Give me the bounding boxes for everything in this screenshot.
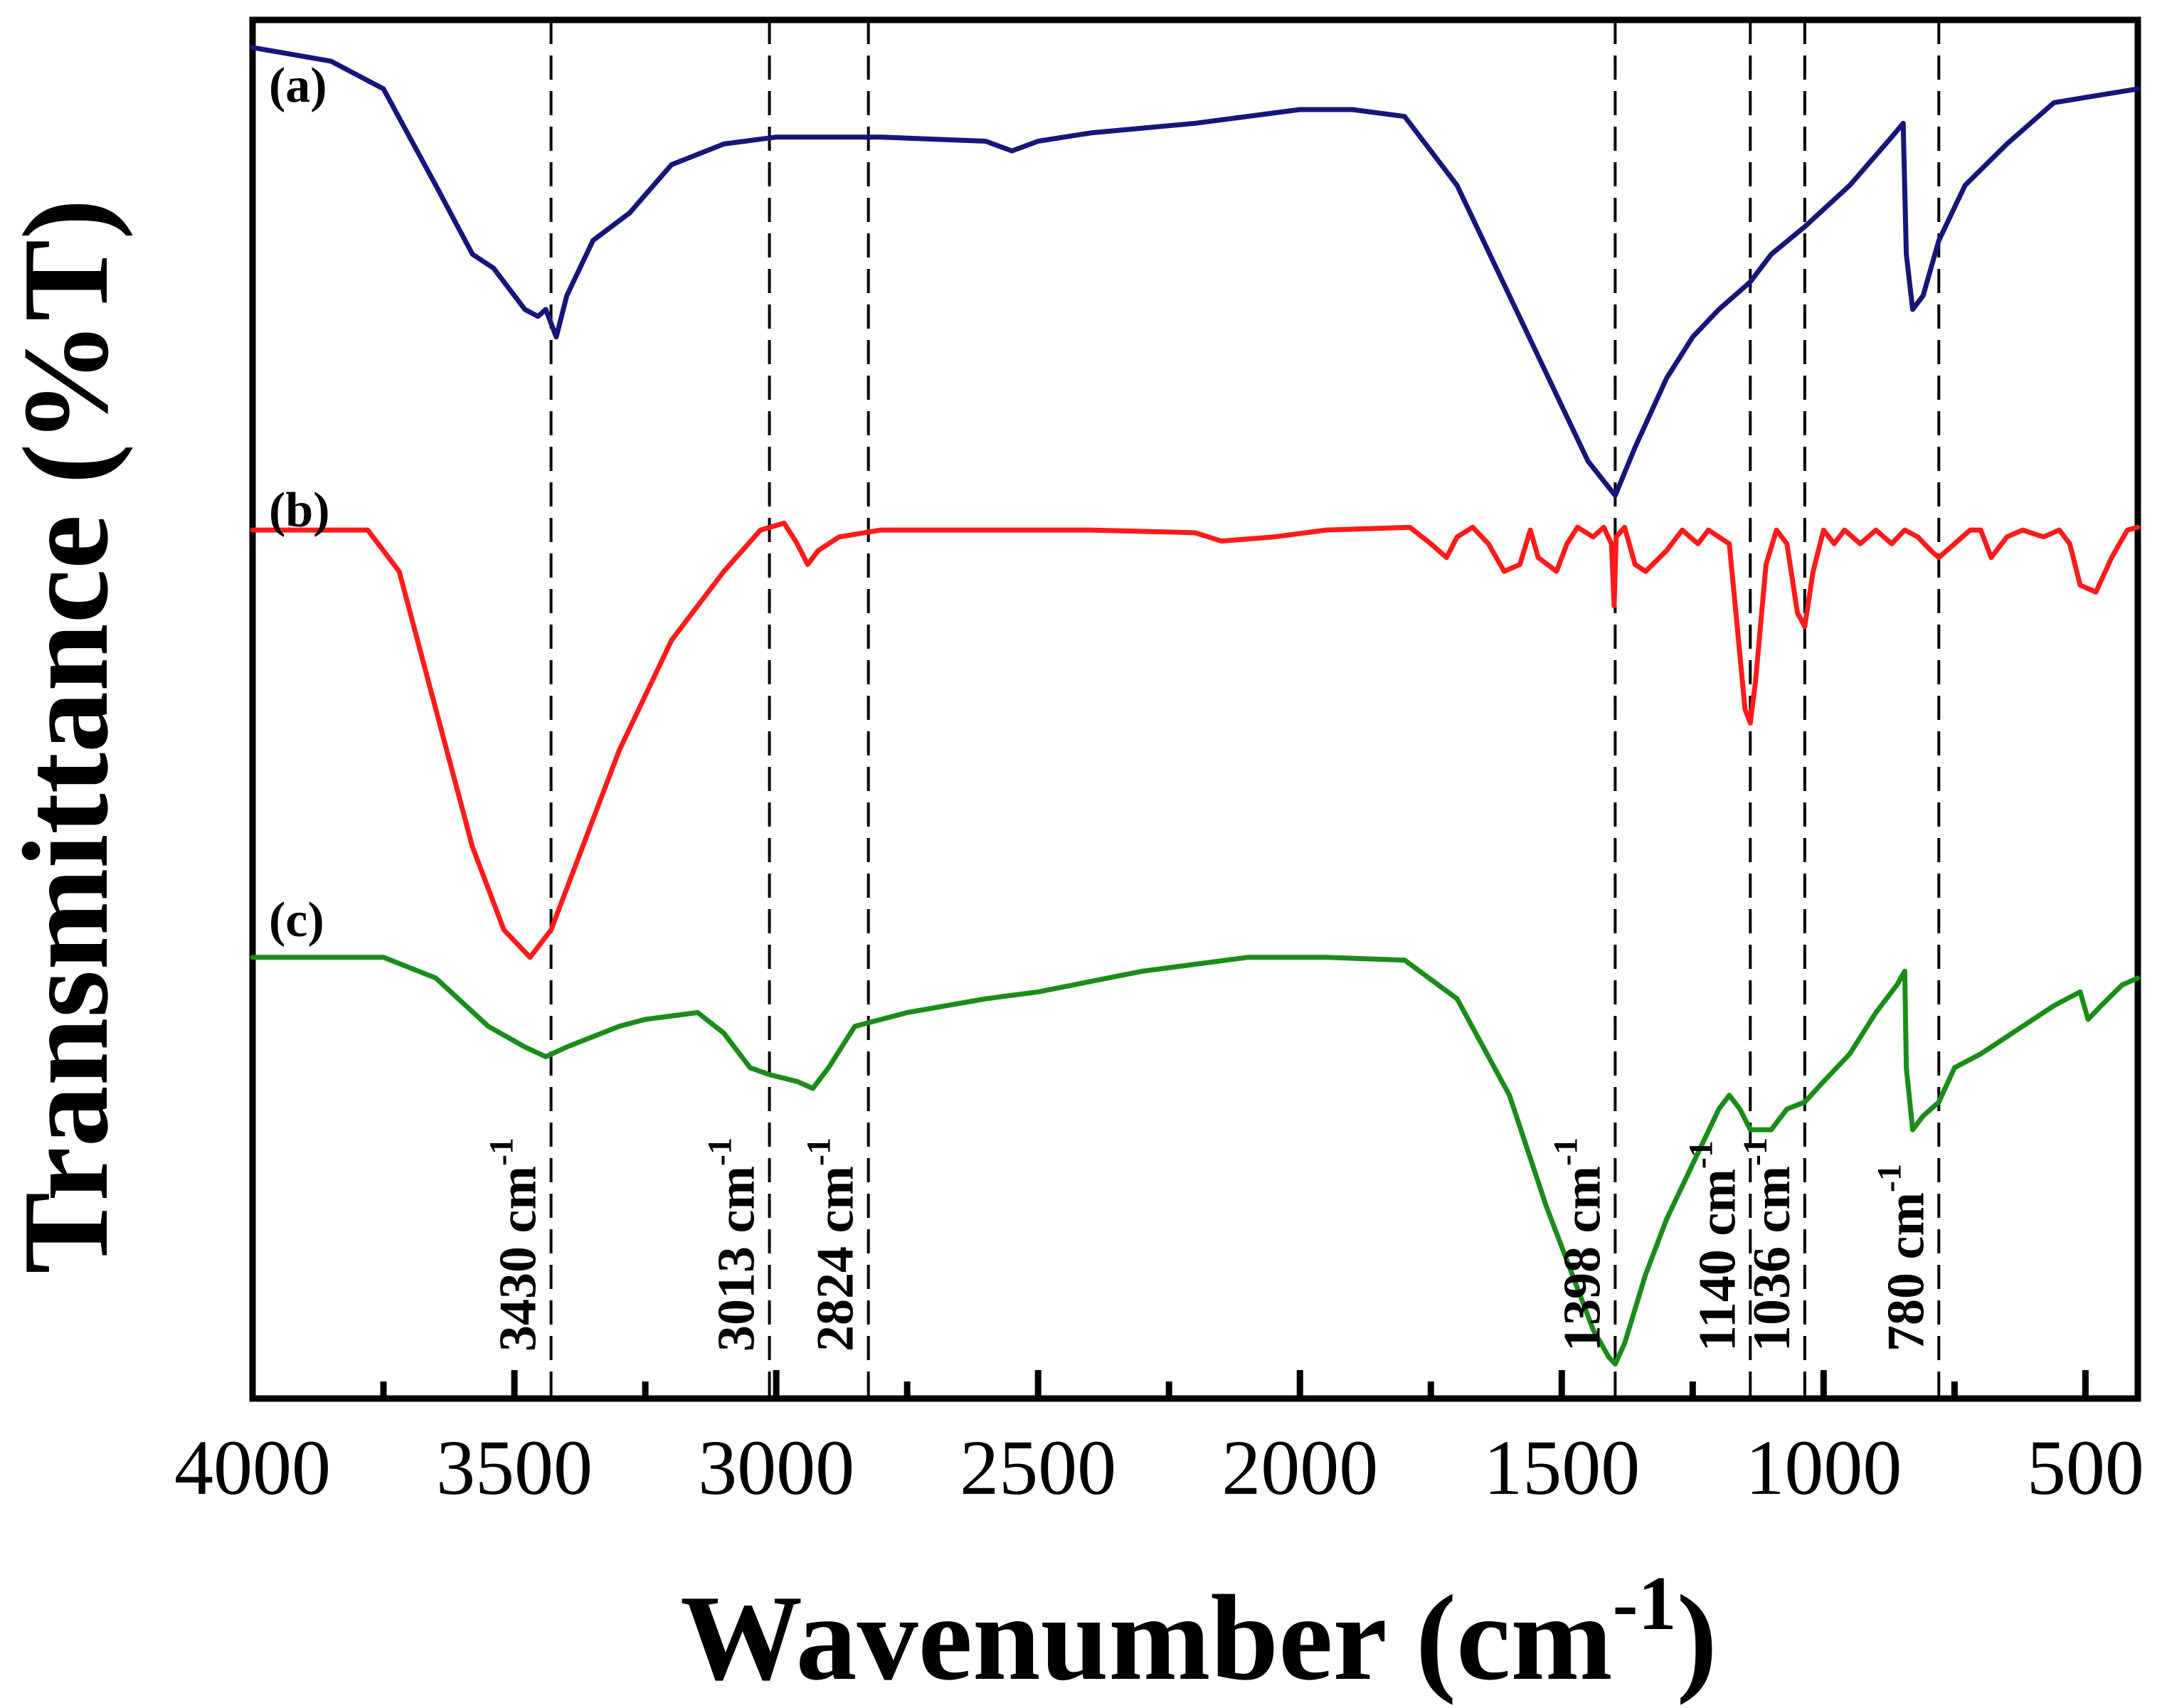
x-ticks: 4000 3500 3000 2500 2000 1500 1000 500 <box>174 1370 2144 1511</box>
series-label-2: (b) <box>269 483 330 538</box>
series-line-2 <box>250 520 2141 960</box>
peak-label-1398: 1398 cm-1 <box>1547 1137 1611 1352</box>
peak-label-sup: -1 <box>1547 1137 1584 1166</box>
plot-frame <box>249 16 2141 1402</box>
peak-label-780: 780 cm-1 <box>1870 1164 1935 1352</box>
x-tick-label: 3500 <box>436 1424 593 1511</box>
x-axis-label-main: Wavenumber (cm <box>680 1571 1613 1706</box>
peak-label-sup: -1 <box>1870 1164 1908 1192</box>
peak-label-sup: -1 <box>800 1137 838 1166</box>
peak-label-text: 1398 cm <box>1553 1166 1611 1352</box>
peak-label-text: 780 cm <box>1877 1192 1935 1352</box>
x-tick-label: 2000 <box>1222 1424 1378 1511</box>
peak-label-sup: -1 <box>1737 1137 1774 1166</box>
peak-label-text: 3013 cm <box>708 1166 766 1352</box>
series-label-3: (c) <box>269 893 324 948</box>
x-tick-label: 2500 <box>960 1424 1116 1511</box>
x-tick-label: 1000 <box>1745 1424 1902 1511</box>
peak-label-1140: 1140 cm-1 <box>1682 1140 1747 1352</box>
series-line-1 <box>250 45 2141 499</box>
x-axis-label: Wavenumber (cm-1) <box>680 1561 1717 1706</box>
series-line-3 <box>250 955 2141 1367</box>
peak-label-3430: 3430 cm-1 <box>483 1137 548 1352</box>
peak-label-text: 1140 cm <box>1688 1169 1747 1352</box>
peak-label-sup: -1 <box>701 1137 739 1166</box>
y-axis-label: Transmittance (%T) <box>0 198 134 1273</box>
series-layer <box>250 45 2141 1367</box>
peak-label-sup: -1 <box>1682 1140 1719 1169</box>
peak-label-text: 2824 cm <box>807 1166 865 1352</box>
x-axis-label-sup: -1 <box>1613 1561 1677 1646</box>
x-tick-label: 1500 <box>1483 1424 1640 1511</box>
x-tick-label: 500 <box>2027 1424 2144 1511</box>
peak-label-3013: 3013 cm-1 <box>701 1137 766 1352</box>
peak-label-sup: -1 <box>483 1137 521 1166</box>
peak-label-2824: 2824 cm-1 <box>800 1137 865 1352</box>
peak-label-text: 3430 cm <box>489 1166 548 1352</box>
reference-lines <box>549 20 1941 1399</box>
x-tick-label: 3000 <box>698 1424 854 1511</box>
series-label-1: (a) <box>269 58 327 113</box>
peak-label-1036: 1036 cm-1 <box>1737 1137 1801 1352</box>
x-tick-label: 4000 <box>174 1424 331 1511</box>
peak-label-text: 1036 cm <box>1743 1166 1801 1352</box>
x-axis-label-close: ) <box>1677 1571 1717 1706</box>
